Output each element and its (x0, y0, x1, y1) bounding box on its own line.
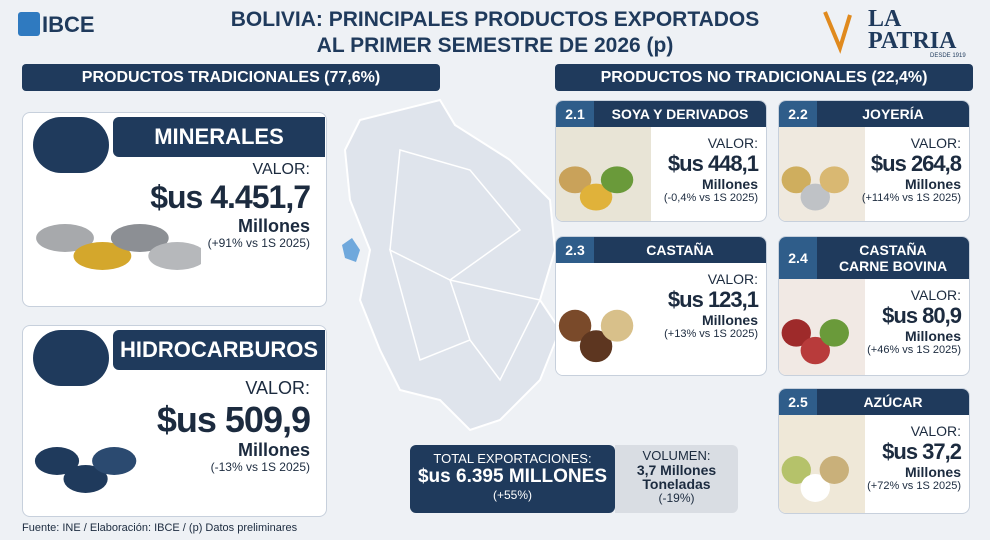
total-change: (+55%) (492, 488, 533, 502)
value: $us 509,9 (156, 398, 311, 440)
product-card: CASTAÑA CARNE BOVINA 2.4 VALOR: $us 80,9 Mill… (778, 236, 970, 376)
card-number: 2.2 (779, 101, 817, 127)
card-title: MINERALES (113, 117, 325, 157)
change: (+91% vs 1S 2025) (207, 235, 310, 250)
value-label: VALOR: (910, 423, 961, 439)
card-title: CASTAÑA (594, 237, 766, 263)
change: (+46% vs 1S 2025) (867, 344, 961, 357)
product-image (779, 415, 866, 513)
card-icon (33, 330, 109, 386)
ibce-icon (18, 12, 40, 36)
value: $us 4.451,7 (150, 179, 311, 216)
card-title-line: AZÚCAR (863, 393, 923, 410)
brand-patria: PATRIA (868, 28, 957, 54)
card-number: 2.5 (779, 389, 817, 415)
card-title: CASTAÑA CARNE BOVINA (817, 237, 969, 279)
unit: Millones (904, 176, 961, 193)
card-text: VALOR: $us 264,8 Millones (+114% vs 1S 2025… (846, 135, 962, 205)
unit: Millones (904, 328, 961, 345)
title: BOLIVIA: PRINCIPALES PRODUCTOS EXPORTADO… (230, 8, 760, 31)
card-number: 2.4 (779, 237, 817, 279)
card-text: VALOR: $us 80,9 Millones (+46% vs 1S 2025) (846, 287, 962, 357)
value-label: VALOR: (707, 271, 758, 287)
change: (+114% vs 1S 2025) (861, 192, 961, 205)
product-card: AZÚCAR 2.5 VALOR: $us 37,2 Millones (+72% vs … (778, 388, 970, 514)
card-title: JOYERÍA (817, 101, 969, 127)
lake (342, 238, 360, 262)
product-image (31, 406, 161, 506)
brand-la: LA (868, 6, 902, 32)
value: $us 80,9 (882, 303, 962, 329)
product-card: SOYA Y DERIVADOS 2.1 VALOR: $us 448,1 Millon… (555, 100, 767, 222)
value-label: VALOR: (910, 135, 961, 151)
card-title-line: CASTAÑA (646, 241, 714, 258)
card-number: 2.1 (556, 101, 594, 127)
change: (-13% vs 1S 2025) (210, 459, 310, 474)
total-box: TOTAL EXPORTACIONES: $us 6.395 MILLONES (+… (410, 445, 615, 513)
brand-since: DESDE 1919 (930, 53, 966, 59)
volume-label: VOLUMEN: (642, 448, 711, 463)
unit: Millones (237, 216, 310, 237)
card-icon (33, 117, 109, 173)
map-regions (388, 149, 542, 382)
product-image (556, 263, 652, 375)
card-title: AZÚCAR (817, 389, 969, 415)
value: $us 123,1 (667, 287, 759, 313)
value: $us 448,1 (667, 151, 759, 177)
card-text: VALOR: $us 4.451,7 Millones (+91% vs 1S 202… (130, 161, 311, 251)
bolivia-map (343, 98, 562, 432)
unit: Millones (701, 176, 758, 193)
product-card: MINERALES VALOR: $us 4.451,7 Millones (+91% … (22, 112, 327, 307)
ibce-logo: IBCE (42, 12, 95, 37)
change: (-0,4% vs 1S 2025) (663, 192, 758, 205)
section-heading: PRODUCTOS NO TRADICIONALES (22,4%) (555, 64, 973, 91)
value-label: VALOR: (910, 287, 961, 303)
value-label: VALOR: (707, 135, 758, 151)
total-value: $us 6.395 MILLONES (417, 466, 607, 487)
value-label: VALOR: (245, 378, 310, 398)
change: (+13% vs 1S 2025) (664, 328, 758, 341)
product-card: HIDROCARBUROS VALOR: $us 509,9 Millones (-13… (22, 325, 327, 517)
product-image (779, 127, 866, 221)
card-text: VALOR: $us 37,2 Millones (+72% vs 1S 2025) (846, 423, 962, 493)
card-text: VALOR: $us 509,9 Millones (-13% vs 1S 2025) (130, 378, 311, 475)
volume-value: 3,7 Millones (636, 461, 717, 478)
unit: Millones (701, 312, 758, 329)
footer: Fuente: INE / Elaboración: IBCE / (p) Da… (22, 522, 298, 534)
product-image (31, 183, 201, 283)
card-text: VALOR: $us 448,1 Millones (-0,4% vs 1S 2025… (631, 135, 759, 205)
unit: Millones (237, 440, 310, 461)
card-title-line: SOYA Y DERIVADOS (611, 105, 749, 122)
change: (+72% vs 1S 2025) (867, 480, 961, 493)
card-number: 2.3 (556, 237, 594, 263)
product-image (556, 127, 652, 221)
product-card: CASTAÑA 2.3 VALOR: $us 123,1 Millones (+13% v… (555, 236, 767, 376)
product-card: JOYERÍA 2.2 VALOR: $us 264,8 Millones (+114% … (778, 100, 970, 222)
value: $us 264,8 (870, 151, 962, 177)
card-title-line: CASTAÑA (859, 241, 927, 258)
unit: Millones (904, 464, 961, 481)
patria-icon (823, 11, 852, 54)
card-title-line: CARNE BOVINA (838, 258, 948, 274)
title: AL PRIMER SEMESTRE DE 2026 (p) (316, 34, 674, 57)
total-label: TOTAL EXPORTACIONES: (433, 451, 592, 466)
card-title: HIDROCARBUROS (113, 330, 325, 370)
value-label: VALOR: (252, 161, 311, 178)
product-image (779, 279, 866, 375)
volume-change: (-19%) (658, 491, 695, 506)
card-text: VALOR: $us 123,1 Millones (+13% vs 1S 2025) (631, 271, 759, 341)
card-title: SOYA Y DERIVADOS (594, 101, 766, 127)
volume-box: VOLUMEN: 3,7 Millones Toneladas (-19%) (615, 445, 738, 513)
value: $us 37,2 (882, 439, 962, 465)
section-heading: PRODUCTOS TRADICIONALES (77,6%) (22, 64, 440, 91)
volume-value: Toneladas (642, 476, 711, 493)
card-title-line: JOYERÍA (862, 105, 924, 122)
